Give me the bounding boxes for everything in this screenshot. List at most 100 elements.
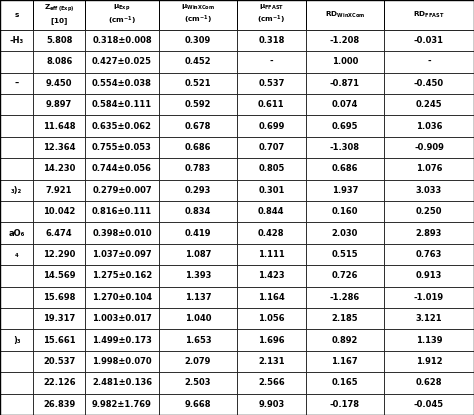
- Bar: [85, 0, 159, 30]
- Text: ₃)₂: ₃)₂: [11, 186, 22, 195]
- Bar: [85, 180, 159, 201]
- Bar: [237, 308, 306, 330]
- Bar: [33, 180, 85, 201]
- Text: 9.668: 9.668: [185, 400, 211, 409]
- Bar: [306, 330, 384, 351]
- Text: 0.301: 0.301: [258, 186, 284, 195]
- Bar: [0, 201, 33, 222]
- Text: 2.503: 2.503: [185, 378, 211, 387]
- Text: 0.419: 0.419: [185, 229, 211, 237]
- Text: $\mathbf{RD_{FFAST}}$: $\mathbf{RD_{FFAST}}$: [413, 10, 445, 20]
- Text: 2.079: 2.079: [185, 357, 211, 366]
- Text: 15.661: 15.661: [43, 336, 75, 344]
- Text: 2.566: 2.566: [258, 378, 285, 387]
- Text: 0.707: 0.707: [258, 143, 284, 152]
- Bar: [159, 201, 237, 222]
- Text: –: –: [15, 79, 18, 88]
- Bar: [33, 137, 85, 158]
- Bar: [306, 308, 384, 330]
- Text: 22.126: 22.126: [43, 378, 75, 387]
- Bar: [159, 265, 237, 287]
- Bar: [237, 287, 306, 308]
- Bar: [384, 73, 474, 94]
- Text: 1.167: 1.167: [331, 357, 358, 366]
- Text: 1.275±0.162: 1.275±0.162: [92, 271, 152, 281]
- Bar: [306, 244, 384, 265]
- Bar: [306, 115, 384, 137]
- Text: 3.121: 3.121: [416, 314, 442, 323]
- Text: 1.164: 1.164: [258, 293, 285, 302]
- Bar: [237, 222, 306, 244]
- Text: 1.423: 1.423: [258, 271, 285, 281]
- Text: 10.042: 10.042: [43, 207, 75, 216]
- Bar: [0, 137, 33, 158]
- Bar: [33, 201, 85, 222]
- Text: 0.279±0.007: 0.279±0.007: [92, 186, 152, 195]
- Bar: [33, 222, 85, 244]
- Text: 0.515: 0.515: [331, 250, 358, 259]
- Bar: [306, 201, 384, 222]
- Bar: [384, 180, 474, 201]
- Bar: [85, 30, 159, 51]
- Bar: [85, 351, 159, 372]
- Text: 6.474: 6.474: [46, 229, 73, 237]
- Bar: [85, 308, 159, 330]
- Text: 1.056: 1.056: [258, 314, 285, 323]
- Bar: [384, 244, 474, 265]
- Text: 15.698: 15.698: [43, 293, 75, 302]
- Text: -1.286: -1.286: [330, 293, 360, 302]
- Text: 0.309: 0.309: [185, 36, 211, 45]
- Bar: [384, 0, 474, 30]
- Bar: [33, 30, 85, 51]
- Text: 19.317: 19.317: [43, 314, 75, 323]
- Text: -0.450: -0.450: [414, 79, 444, 88]
- Text: 0.554±0.038: 0.554±0.038: [92, 79, 152, 88]
- Bar: [384, 137, 474, 158]
- Text: 11.648: 11.648: [43, 122, 75, 131]
- Text: 1.499±0.173: 1.499±0.173: [92, 336, 152, 344]
- Text: -: -: [270, 57, 273, 66]
- Bar: [33, 351, 85, 372]
- Text: 2.481±0.136: 2.481±0.136: [92, 378, 152, 387]
- Text: 9.903: 9.903: [258, 400, 284, 409]
- Text: 14.569: 14.569: [43, 271, 75, 281]
- Bar: [85, 115, 159, 137]
- Bar: [237, 180, 306, 201]
- Bar: [33, 372, 85, 393]
- Bar: [237, 30, 306, 51]
- Bar: [0, 265, 33, 287]
- Bar: [159, 244, 237, 265]
- Bar: [384, 330, 474, 351]
- Bar: [384, 115, 474, 137]
- Bar: [0, 180, 33, 201]
- Text: 0.250: 0.250: [416, 207, 442, 216]
- Text: )₃: )₃: [13, 336, 20, 344]
- Text: 8.086: 8.086: [46, 57, 73, 66]
- Text: ₄: ₄: [15, 250, 18, 259]
- Bar: [306, 265, 384, 287]
- Bar: [237, 393, 306, 415]
- Bar: [33, 265, 85, 287]
- Bar: [159, 115, 237, 137]
- Bar: [33, 51, 85, 73]
- Bar: [384, 30, 474, 51]
- Bar: [306, 180, 384, 201]
- Bar: [0, 94, 33, 115]
- Bar: [33, 330, 85, 351]
- Bar: [237, 51, 306, 73]
- Text: -H₃: -H₃: [9, 36, 24, 45]
- Text: 1.003±0.017: 1.003±0.017: [92, 314, 152, 323]
- Bar: [85, 287, 159, 308]
- Bar: [306, 0, 384, 30]
- Text: -1.308: -1.308: [330, 143, 360, 152]
- Text: 0.635±0.062: 0.635±0.062: [92, 122, 152, 131]
- Bar: [384, 201, 474, 222]
- Bar: [0, 393, 33, 415]
- Text: 5.808: 5.808: [46, 36, 73, 45]
- Text: $\mathbf{\mu_{FFAST}}$
$\mathbf{(cm^{-1})}$: $\mathbf{\mu_{FFAST}}$ $\mathbf{(cm^{-1}…: [257, 3, 285, 27]
- Bar: [237, 330, 306, 351]
- Text: 0.913: 0.913: [416, 271, 442, 281]
- Bar: [159, 158, 237, 180]
- Text: $\mathbf{s}$: $\mathbf{s}$: [14, 11, 19, 19]
- Bar: [237, 73, 306, 94]
